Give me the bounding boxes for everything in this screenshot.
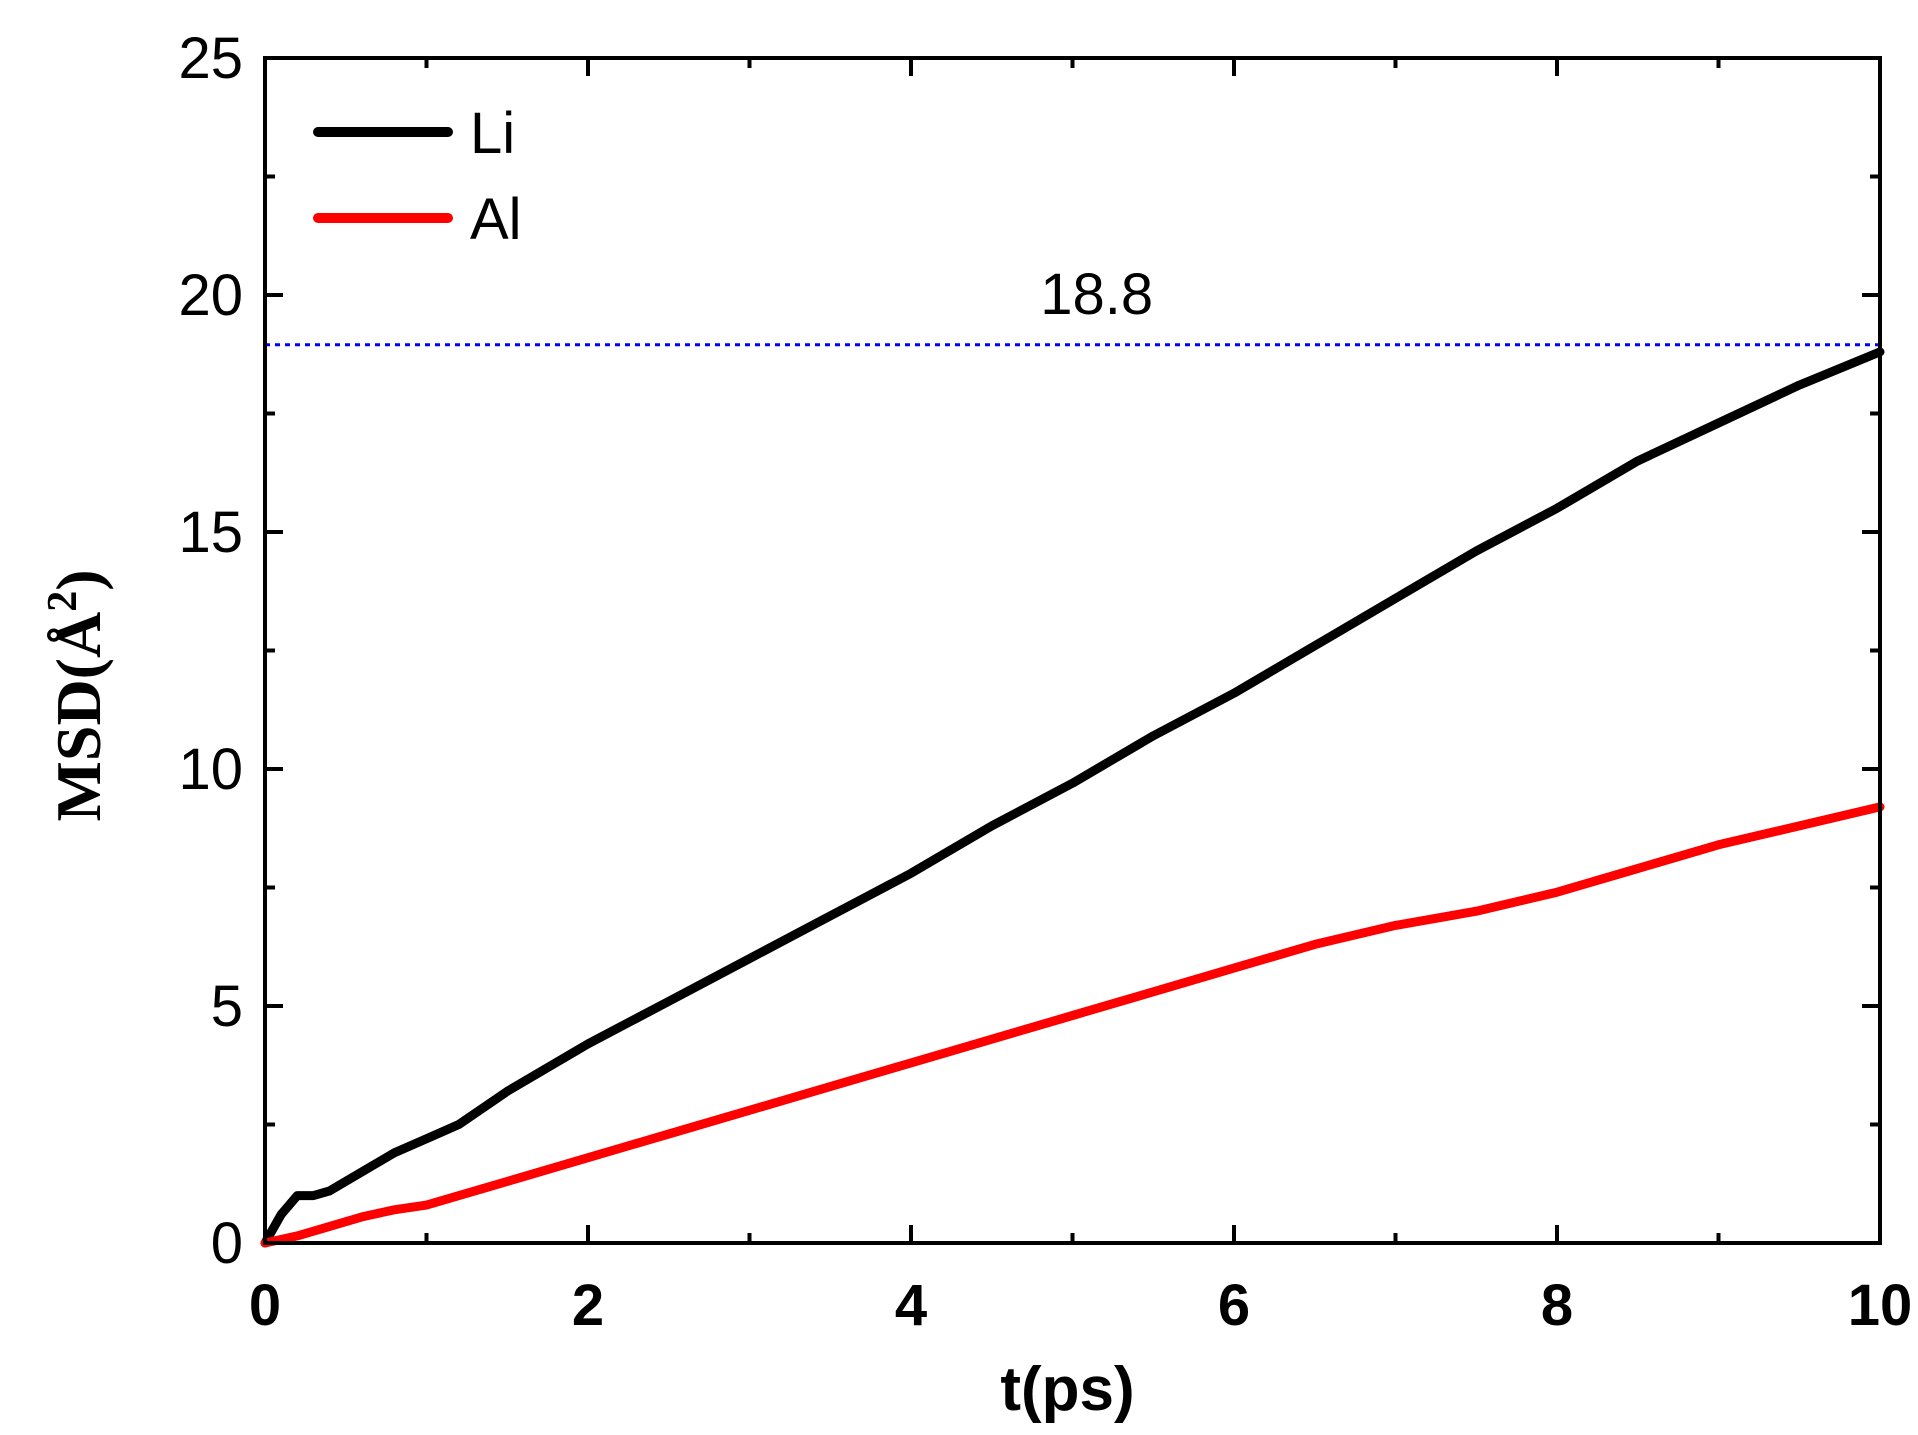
legend: Li Al xyxy=(313,101,522,252)
x-tick-label: 4 xyxy=(895,1273,927,1338)
y-tick-label: 0 xyxy=(211,1211,243,1276)
annotation-label: 18.8 xyxy=(1040,262,1153,327)
y-tick-label: 5 xyxy=(211,974,243,1039)
x-tick-label: 8 xyxy=(1541,1273,1573,1338)
x-axis-title: t(ps) xyxy=(1000,1355,1134,1424)
legend-label-al: Al xyxy=(470,187,522,252)
y-tick-label: 20 xyxy=(178,263,243,328)
labels-layer: 0 2 4 6 8 10 0 5 10 15 20 25 t(ps) MSD(Å2) 18.8 xyxy=(40,26,1912,1424)
x-tick-label: 2 xyxy=(572,1273,604,1338)
y-tick-label: 10 xyxy=(178,737,243,802)
y-tick-label: 25 xyxy=(178,26,243,91)
x-tick-label: 6 xyxy=(1218,1273,1250,1338)
legend-label-li: Li xyxy=(470,101,515,166)
series-line-al xyxy=(260,802,1885,1248)
x-tick-label: 0 xyxy=(249,1273,281,1338)
x-tick-label: 10 xyxy=(1848,1273,1913,1338)
y-tick-label: 15 xyxy=(178,500,243,565)
series-line-li xyxy=(260,347,1885,1248)
y-axis-title: MSD(Å2) xyxy=(40,569,114,821)
series-layer xyxy=(260,347,1885,1248)
ticks-layer xyxy=(263,56,1882,1245)
